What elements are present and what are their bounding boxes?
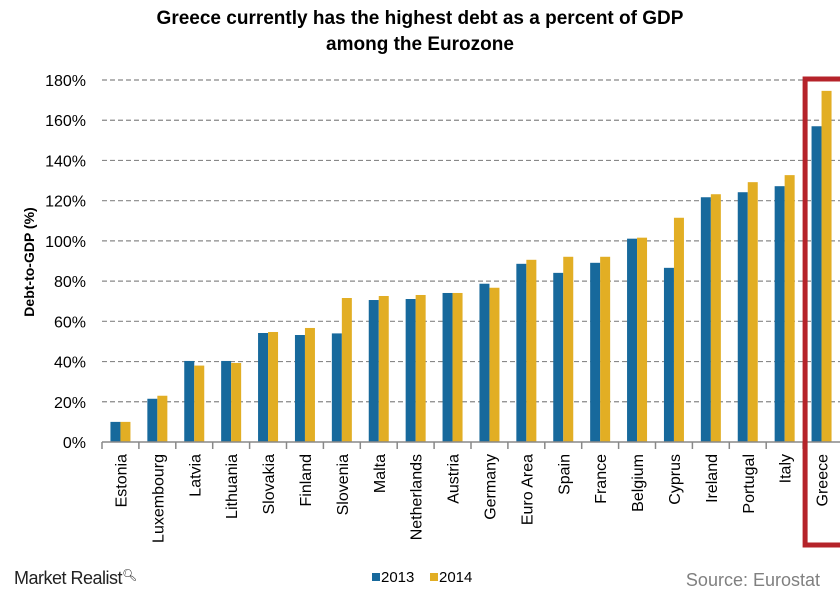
bar-2013-france <box>590 262 601 442</box>
title-line-1: Greece currently has the highest debt as… <box>156 8 684 29</box>
legend-label-2013: 2013 <box>381 569 414 586</box>
chart-title: Greece currently has the highest debt as… <box>0 6 840 58</box>
x-tick-label: Luxembourg <box>150 454 167 543</box>
bar-2014-lithuania <box>231 362 242 442</box>
y-tick-label: 160% <box>45 113 86 130</box>
legend-label-2014: 2014 <box>439 569 472 586</box>
bar-2013-germany <box>479 283 490 442</box>
x-tick-label: Finland <box>298 454 315 506</box>
x-tick-label: Austria <box>446 454 463 504</box>
bar-2014-luxembourg <box>157 395 168 442</box>
x-tick-label: Spain <box>556 454 573 495</box>
y-tick-label: 100% <box>45 234 86 251</box>
x-tick-label: Estonia <box>113 454 130 507</box>
x-tick-label: Netherlands <box>409 454 426 540</box>
bar-2013-italy <box>774 186 785 442</box>
x-tick-label: Cyprus <box>667 454 684 505</box>
bar-2014-slovenia <box>341 298 352 442</box>
y-tick-label: 180% <box>45 73 86 90</box>
bar-2014-euro-area <box>526 259 537 442</box>
bar-2014-latvia <box>194 365 205 442</box>
bar-2014-ireland <box>710 194 721 442</box>
bar-2013-belgium <box>627 238 638 442</box>
market-realist-logo: Market Realist🔍︎ <box>14 568 137 589</box>
bar-2014-greece <box>821 90 832 443</box>
bar-2013-latvia <box>184 360 195 442</box>
y-axis-label: Debt-to-GDP (%) <box>21 207 37 316</box>
bar-2013-netherlands <box>405 299 416 442</box>
x-tick-label: Euro Area <box>519 454 536 525</box>
x-tick-label: Malta <box>372 454 389 493</box>
x-tick-label: Latvia <box>187 454 204 497</box>
bar-2013-lithuania <box>221 360 232 442</box>
bar-2013-ireland <box>700 197 711 442</box>
legend-swatch-2013 <box>372 573 380 581</box>
bar-2013-austria <box>442 292 453 442</box>
x-tick-label: Slovenia <box>335 454 352 515</box>
bar-2013-estonia <box>110 421 121 442</box>
bar-2014-finland <box>304 327 315 442</box>
x-tick-label: Slovakia <box>261 454 278 515</box>
y-tick-label: 0% <box>63 435 86 452</box>
x-tick-label: Portugal <box>741 454 758 514</box>
bar-2014-malta <box>378 295 389 442</box>
bar-2013-luxembourg <box>147 398 158 442</box>
bar-2013-greece <box>811 126 822 442</box>
y-tick-label: 140% <box>45 153 86 170</box>
bar-2013-malta <box>368 300 379 442</box>
bar-2014-germany <box>489 287 500 442</box>
bar-2013-finland <box>294 335 305 442</box>
bar-2013-portugal <box>737 192 748 442</box>
bar-2014-austria <box>452 292 463 442</box>
title-line-2: among the Eurozone <box>326 34 514 55</box>
bar-2013-cyprus <box>663 267 674 442</box>
source-note: Source: Eurostat <box>685 570 820 590</box>
y-tick-label: 60% <box>54 314 86 331</box>
y-tick-label: 80% <box>54 274 86 291</box>
bar-2014-estonia <box>120 421 131 442</box>
bar-2014-netherlands <box>415 294 426 442</box>
magnifier-icon: 🔍︎ <box>122 568 137 582</box>
y-tick-label: 20% <box>54 395 86 412</box>
bar-2014-france <box>600 256 611 442</box>
y-tick-label: 40% <box>54 355 86 372</box>
x-tick-label: Belgium <box>630 454 647 512</box>
bar-2013-slovakia <box>258 332 269 442</box>
bar-2014-italy <box>784 175 795 442</box>
x-tick-label: Germany <box>482 454 499 520</box>
x-tick-label: Lithuania <box>224 454 241 519</box>
bar-2014-slovakia <box>268 331 279 442</box>
bar-2013-slovenia <box>331 333 342 442</box>
x-tick-label: France <box>593 454 610 504</box>
x-tick-label: Italy <box>778 454 795 483</box>
x-tick-label: Ireland <box>704 454 721 503</box>
legend-swatch-2014 <box>430 573 438 581</box>
x-tick-label: Greece <box>815 454 832 507</box>
bar-2013-euro-area <box>516 263 527 442</box>
logo-text: Market Realist <box>14 568 123 588</box>
bar-2014-belgium <box>637 237 648 442</box>
highlight-box <box>802 76 840 548</box>
bar-2014-spain <box>563 256 574 442</box>
bar-2014-cyprus <box>673 217 684 442</box>
y-tick-label: 120% <box>45 194 86 211</box>
bar-2013-spain <box>553 272 564 442</box>
bar-2014-portugal <box>747 182 758 443</box>
